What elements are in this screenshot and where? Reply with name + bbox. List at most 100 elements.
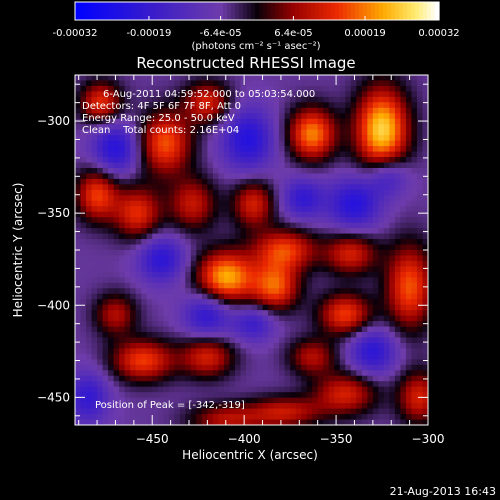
heatmap-cell [240,419,247,425]
heatmap-cell [383,304,390,311]
heatmap-cell [378,293,385,300]
heatmap-cell [306,408,313,415]
heatmap-cell [168,304,175,311]
colorbar-unit-label: (photons cm⁻² s⁻¹ asec⁻²) [191,41,320,52]
heatmap-cell [157,80,164,87]
heatmap-cell [207,239,214,246]
heatmap-cell [168,353,175,360]
heatmap-cell [130,403,137,410]
heatmap-cell [80,244,87,251]
heatmap-cell [152,304,159,311]
heatmap-cell [163,326,170,333]
heatmap-cell [284,414,291,421]
heatmap-cell [372,151,379,158]
heatmap-cell [345,419,352,425]
heatmap-cell [124,222,131,229]
heatmap-cell [190,332,197,338]
heatmap-cell [317,277,324,284]
heatmap-cell [350,162,357,169]
heatmap-cell [102,359,109,366]
heatmap-cell [367,228,374,235]
heatmap-cell [234,200,241,207]
heatmap-cell [168,228,175,235]
heatmap-cell [212,419,219,425]
heatmap-cell [174,255,181,262]
heatmap-cell [201,315,208,322]
heatmap-cell [190,419,197,425]
heatmap-cell [234,118,241,125]
heatmap-cell [356,364,363,371]
heatmap-cell [345,91,352,98]
heatmap-cell [91,403,98,410]
heatmap-cell [130,255,137,262]
heatmap-cell [152,151,159,158]
heatmap-cell [323,403,330,410]
heatmap-cell [108,206,115,213]
heatmap-cell [290,293,297,300]
colorbar-swatch [263,2,268,20]
heatmap-cell [378,200,385,207]
heatmap-cell [240,135,247,142]
heatmap-cell [301,408,308,415]
heatmap-cell [130,260,137,267]
heatmap-cell [229,211,236,218]
heatmap-cell [383,293,390,300]
heatmap-cell [218,244,225,251]
heatmap-cell [405,397,412,404]
heatmap-cell [207,217,214,224]
heatmap-cell [102,392,109,399]
heatmap-cell [240,381,247,388]
heatmap-cell [367,222,374,229]
heatmap-cell [168,211,175,218]
heatmap-cell [108,167,115,174]
heatmap-cell [422,91,428,98]
heatmap-cell [284,178,291,185]
heatmap-cell [196,80,203,87]
heatmap-cell [229,342,236,349]
heatmap-cell [317,233,324,240]
heatmap-cell [350,408,357,415]
heatmap-cell [91,332,98,338]
heatmap-cell [91,381,98,388]
heatmap-cell [306,206,313,213]
heatmap-cell [179,189,186,196]
heatmap-cell [163,233,170,240]
heatmap-cell [75,91,82,98]
heatmap-cell [223,195,230,202]
heatmap-cell [378,397,385,404]
heatmap-cell [350,266,357,273]
heatmap-cell [279,151,286,158]
heatmap-cell [279,91,286,98]
heatmap-cell [218,370,225,377]
heatmap-cell [146,146,153,153]
heatmap-cell [367,326,374,333]
heatmap-cell [86,250,93,256]
heatmap-cell [356,375,363,382]
heatmap-cell [312,151,319,158]
heatmap-cell [102,326,109,333]
heatmap-cell [422,348,428,355]
heatmap-cell [312,271,319,278]
heatmap-cell [389,195,396,202]
heatmap-cell [361,91,368,98]
heatmap-cell [422,96,428,103]
heatmap-cell [229,233,236,240]
heatmap-cell [179,266,186,273]
heatmap-cell [185,288,192,295]
heatmap-cell [75,167,82,174]
heatmap-cell [268,217,275,224]
heatmap-cell [273,403,280,410]
heatmap-cell [163,381,170,388]
heatmap-cell [339,414,346,421]
heatmap-cell [411,118,418,125]
heatmap-cell [301,342,308,349]
heatmap-cell [207,403,214,410]
heatmap-cell [273,299,280,306]
heatmap-cell [152,359,159,366]
heatmap-cell [152,80,159,87]
heatmap-cell [174,195,181,202]
heatmap-cell [262,113,269,120]
colorbar-swatch [163,2,168,20]
heatmap-cell [223,146,230,153]
heatmap-cell [284,348,291,355]
